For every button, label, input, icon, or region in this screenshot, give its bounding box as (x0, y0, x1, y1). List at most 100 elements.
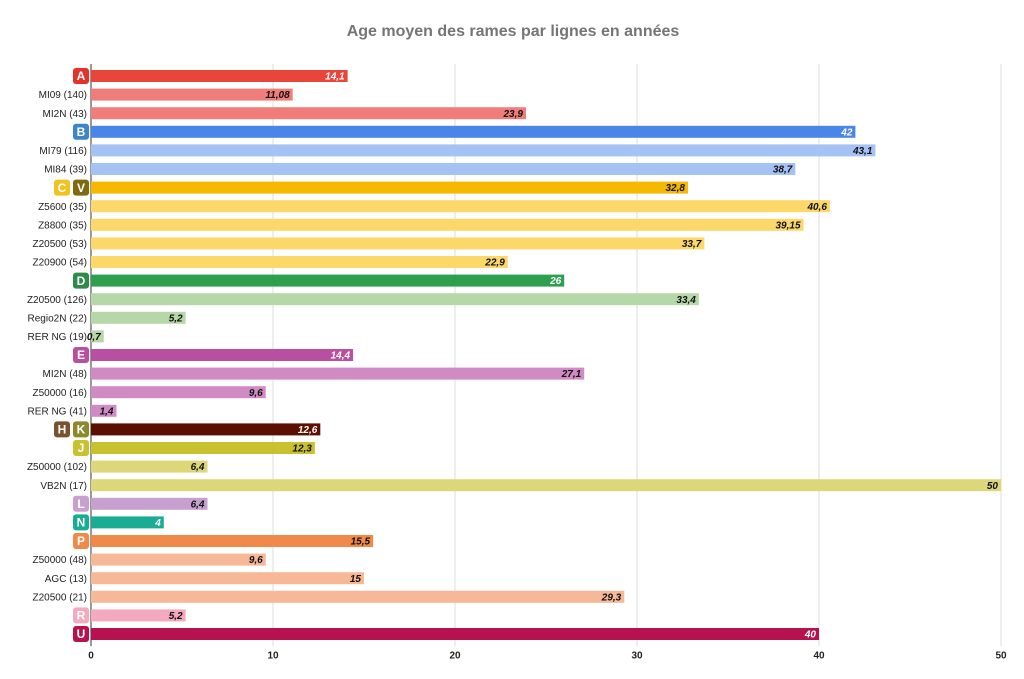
value-label: 4 (154, 518, 161, 529)
value-label: 40 (804, 630, 817, 641)
bar (91, 311, 186, 324)
bar (91, 516, 164, 529)
line-badge (73, 607, 89, 624)
bar (91, 572, 364, 585)
line-badge-label: B (77, 125, 86, 139)
y-tick-label: Z20500 (53) (33, 239, 87, 250)
line-badge (73, 272, 89, 289)
value-label: 9,6 (249, 555, 263, 566)
value-label: 39,15 (775, 220, 800, 231)
value-label: 50 (987, 481, 999, 492)
bar (91, 163, 796, 175)
line-badge-label: K (77, 423, 86, 437)
y-tick-label: MI2N (43) (43, 109, 87, 120)
y-tick-label: RER NG (19) (28, 332, 87, 343)
value-label: 12,3 (292, 444, 312, 455)
value-label: 32,8 (665, 183, 685, 194)
y-tick-label: Z20900 (54) (33, 258, 87, 269)
bar (91, 404, 117, 417)
value-label: 23,9 (503, 109, 524, 120)
y-tick-label: VB2N (17) (40, 481, 87, 492)
bar (91, 367, 585, 380)
value-label: 5,2 (169, 313, 183, 324)
line-badge-label: R (77, 609, 86, 623)
bar (91, 256, 508, 268)
y-tick-label: Regio2N (22) (28, 313, 87, 324)
bar (91, 181, 688, 194)
x-tick-label: 50 (995, 651, 1007, 662)
bar (91, 535, 374, 547)
bar (91, 442, 315, 454)
value-label: 11,08 (265, 90, 290, 101)
value-label: 42 (840, 127, 853, 138)
line-badge (73, 626, 89, 642)
bar (91, 200, 830, 213)
line-badge-label: C (58, 181, 67, 195)
bar (91, 70, 348, 82)
line-badge (73, 514, 89, 531)
y-tick-label: MI09 (140) (39, 90, 87, 101)
value-label: 9,6 (249, 388, 263, 399)
line-badge-label: E (77, 348, 85, 362)
value-label: 43,1 (852, 146, 873, 157)
value-label: 15,5 (351, 537, 371, 548)
value-label: 14,4 (331, 351, 351, 362)
y-tick-label: Z50000 (16) (33, 388, 87, 399)
bar (91, 88, 293, 101)
bar (91, 386, 266, 399)
line-badge (73, 347, 89, 363)
bar (91, 144, 876, 157)
bar (91, 293, 699, 306)
line-badge-label: N (77, 516, 86, 530)
bar (91, 218, 804, 231)
y-tick-label: Z20500 (21) (33, 592, 87, 603)
bar (91, 590, 625, 603)
line-badge (54, 179, 70, 196)
value-label: 12,6 (298, 425, 318, 436)
line-badge-label: A (77, 69, 86, 83)
y-tick-label: AGC (13) (45, 574, 87, 585)
value-label: 6,4 (191, 462, 205, 473)
line-badge-label: P (77, 534, 85, 548)
value-label: 33,4 (676, 295, 696, 306)
value-label: 6,4 (191, 499, 205, 510)
value-label: 1,4 (100, 406, 114, 417)
y-tick-label: Z8800 (35) (38, 220, 87, 231)
line-badge (73, 68, 89, 84)
y-tick-label: RER NG (41) (28, 406, 87, 417)
line-badge (73, 440, 89, 456)
line-badge-label: D (77, 274, 86, 288)
value-label: 15 (350, 574, 362, 585)
value-label: 27,1 (561, 369, 582, 380)
line-badge-label: H (58, 423, 67, 437)
line-badge-label: U (77, 627, 86, 641)
bar (91, 423, 321, 436)
y-tick-label: MI84 (39) (44, 165, 87, 176)
bar (91, 479, 1001, 492)
bar (91, 497, 208, 510)
x-tick-label: 10 (267, 651, 279, 662)
bar (91, 553, 266, 566)
bar (91, 628, 819, 640)
value-label: 33,7 (682, 239, 702, 250)
y-tick-label: MI2N (48) (43, 369, 87, 380)
line-badge (54, 421, 70, 438)
x-tick-label: 20 (449, 651, 461, 662)
x-tick-label: 30 (631, 651, 643, 662)
bar (91, 107, 526, 120)
line-badge-label: L (77, 497, 84, 511)
bar (91, 237, 705, 250)
y-tick-label: MI79 (116) (39, 146, 87, 157)
y-tick-label: Z50000 (102) (27, 462, 87, 473)
value-label: 0,7 (87, 332, 101, 343)
chart-title: Age moyen des rames par lignes en années (347, 23, 680, 40)
bar (91, 460, 208, 473)
value-label: 38,7 (773, 165, 793, 176)
bar (91, 330, 104, 343)
y-tick-label: Z50000 (48) (33, 555, 87, 566)
y-tick-label: Z20500 (126) (27, 295, 87, 306)
value-label: 26 (549, 276, 562, 287)
line-badge (73, 421, 89, 438)
value-label: 14,1 (325, 72, 345, 83)
bar (91, 125, 856, 138)
